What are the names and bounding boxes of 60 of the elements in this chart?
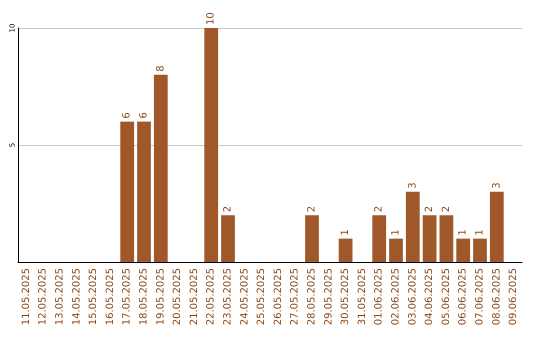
x-tick-label: 18.05.2025 <box>138 268 150 326</box>
x-tick-label: 05.06.2025 <box>440 268 452 326</box>
data-label: 2 <box>374 206 385 212</box>
bar <box>490 192 504 262</box>
data-label: 1 <box>390 229 402 236</box>
data-label: 2 <box>424 206 436 212</box>
bar <box>338 238 352 262</box>
x-tick-label: 24.05.2025 <box>239 268 250 326</box>
data-label: 8 <box>155 65 166 72</box>
x-tick-label: 15.05.2025 <box>88 268 100 326</box>
x-tick-label: 12.05.2025 <box>38 268 49 326</box>
bar <box>422 215 436 262</box>
x-tick-label: 06.06.2025 <box>458 268 469 326</box>
data-label: 1 <box>340 229 352 236</box>
x-tick-label: 22.05.2025 <box>206 268 217 326</box>
data-label: 6 <box>138 112 150 119</box>
x-tick-label: 09.06.2025 <box>508 268 520 326</box>
bar <box>440 215 454 262</box>
x-tick-label: 08.06.2025 <box>491 268 502 326</box>
data-label: 1 <box>458 229 469 236</box>
data-label: 2 <box>222 206 234 212</box>
x-tick-label: 23.05.2025 <box>222 268 234 326</box>
x-tick-label: 02.06.2025 <box>390 268 402 326</box>
bar <box>221 215 235 262</box>
x-tick-label: 27.05.2025 <box>290 268 301 326</box>
bar <box>305 215 319 262</box>
x-tick-label: 19.05.2025 <box>155 268 166 326</box>
x-tick-label: 13.05.2025 <box>54 268 66 326</box>
x-tick-label: 16.05.2025 <box>104 268 116 326</box>
data-label: 1 <box>474 229 486 236</box>
bar <box>154 74 168 262</box>
data-label: 2 <box>440 206 452 212</box>
x-tick-label: 14.05.2025 <box>71 268 82 326</box>
x-tick-label: 31.05.2025 <box>356 268 368 326</box>
x-tick-label: 04.06.2025 <box>424 268 436 326</box>
bar <box>389 238 403 262</box>
x-tick-label: 03.06.2025 <box>407 268 418 326</box>
x-tick-label: 26.05.2025 <box>272 268 284 326</box>
x-tick-label: 29.05.2025 <box>323 268 334 326</box>
x-tick-label: 07.06.2025 <box>474 268 486 326</box>
x-tick-label: 17.05.2025 <box>122 268 133 326</box>
x-tick-label: 01.06.2025 <box>374 268 385 326</box>
data-label: 2 <box>306 206 318 212</box>
data-label: 3 <box>407 182 418 189</box>
bar <box>137 122 151 262</box>
x-tick-label: 25.05.2025 <box>256 268 268 326</box>
data-label: 3 <box>491 182 502 189</box>
bar <box>372 215 386 262</box>
data-label: 6 <box>122 112 133 119</box>
bar <box>406 192 420 262</box>
x-tick-label: 30.05.2025 <box>340 268 352 326</box>
bar <box>473 238 487 262</box>
x-tick-label: 21.05.2025 <box>188 268 200 326</box>
bar <box>204 28 218 262</box>
bar <box>120 122 134 262</box>
bar <box>456 238 470 262</box>
data-label: 10 <box>206 12 217 25</box>
x-tick-label: 28.05.2025 <box>306 268 318 326</box>
x-tick-label: 20.05.2025 <box>172 268 184 326</box>
x-tick-label: 11.05.2025 <box>20 268 32 326</box>
